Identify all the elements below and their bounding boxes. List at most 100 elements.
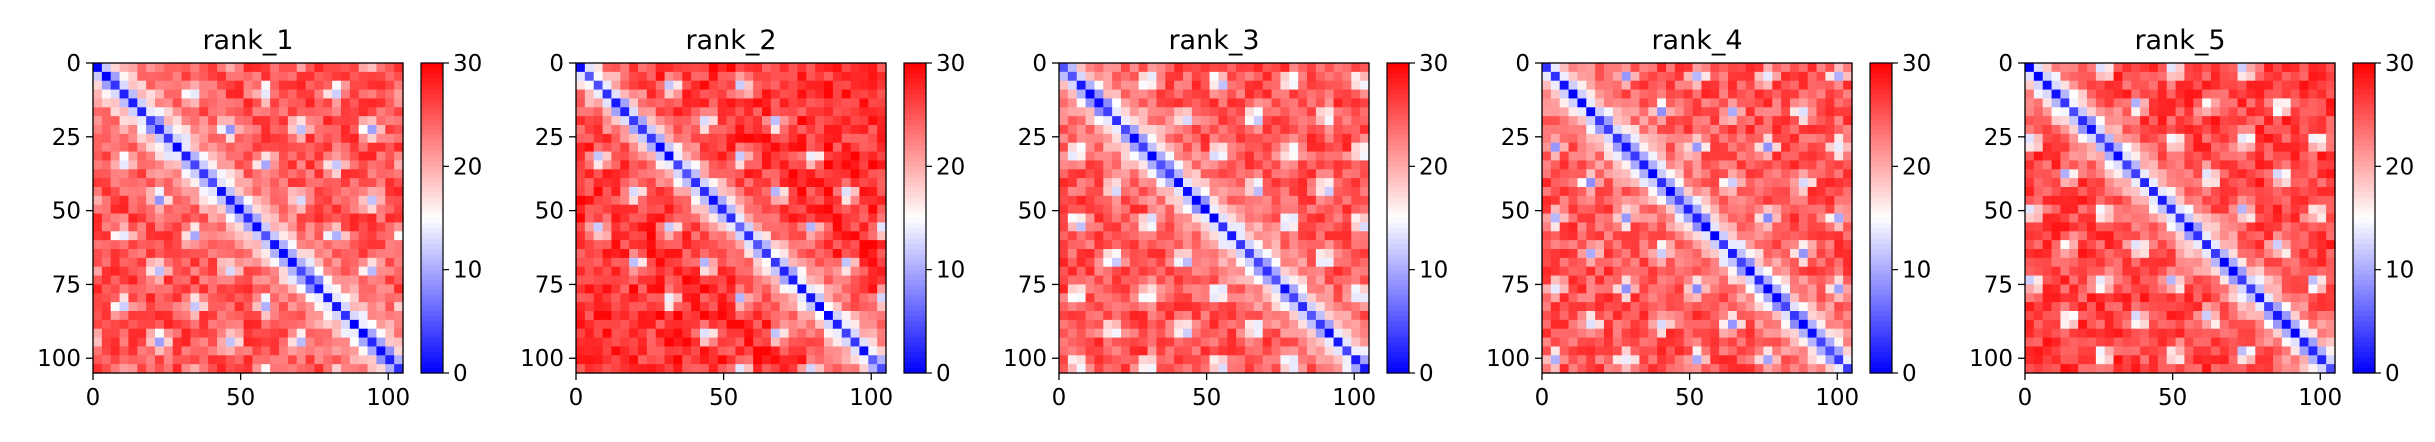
- heatmap-cell: [1648, 240, 1657, 249]
- heatmap-cell: [877, 249, 886, 258]
- colorbar-segment: [904, 280, 926, 286]
- heatmap-cell: [1210, 98, 1219, 107]
- heatmap-cell: [806, 178, 815, 187]
- heatmap-cell: [859, 267, 868, 276]
- heatmap-cell: [718, 125, 727, 134]
- heatmap-cell: [638, 72, 647, 81]
- heatmap-cell: [120, 143, 129, 152]
- heatmap-cell: [385, 81, 394, 90]
- heatmap-cell: [1781, 143, 1790, 152]
- heatmap-cell: [1201, 81, 1210, 90]
- heatmap-cell: [190, 284, 199, 293]
- heatmap-cell: [709, 187, 718, 196]
- heatmap-cell: [1103, 311, 1112, 320]
- heatmap-cell: [341, 81, 350, 90]
- heatmap-cell: [1639, 364, 1648, 373]
- heatmap-cell: [1316, 81, 1325, 90]
- colorbar-segment: [904, 197, 926, 203]
- heatmap-cell: [1218, 116, 1227, 125]
- heatmap-cell: [1086, 90, 1095, 99]
- heatmap-cell: [1834, 240, 1843, 249]
- heatmap-cell: [1825, 81, 1834, 90]
- heatmap-cell: [1360, 205, 1369, 214]
- heatmap-cell: [1772, 222, 1781, 231]
- heatmap-cell: [120, 355, 129, 364]
- heatmap-cell: [1227, 364, 1236, 373]
- colorbar-segment: [904, 275, 926, 281]
- heatmap-cell: [1560, 329, 1569, 338]
- heatmap-cell: [771, 329, 780, 338]
- heatmap-cell: [1068, 169, 1077, 178]
- heatmap-cell: [877, 293, 886, 302]
- heatmap-cell: [376, 205, 385, 214]
- colorbar-segment: [904, 342, 926, 348]
- heatmap-cell: [1272, 364, 1281, 373]
- heatmap-cell: [709, 338, 718, 347]
- heatmap-cell: [1551, 276, 1560, 285]
- heatmap-cell: [1631, 311, 1640, 320]
- heatmap-cell: [1728, 187, 1737, 196]
- heatmap-cell: [394, 293, 403, 302]
- heatmap-cell: [394, 214, 403, 223]
- heatmap-cell: [1280, 160, 1289, 169]
- heatmap-cell: [217, 302, 226, 311]
- heatmap-cell: [1622, 338, 1631, 347]
- colorbar-segment: [904, 306, 926, 312]
- heatmap-cell: [1103, 302, 1112, 311]
- heatmap-cell: [270, 169, 279, 178]
- heatmap-cell: [709, 98, 718, 107]
- heatmap-cell: [1334, 152, 1343, 161]
- heatmap-cell: [1351, 320, 1360, 329]
- heatmap-cell: [323, 169, 332, 178]
- heatmap-cell: [1068, 276, 1077, 285]
- heatmap-cell: [638, 90, 647, 99]
- heatmap-cell: [111, 346, 120, 355]
- heatmap-cell: [753, 98, 762, 107]
- heatmap-cell: [1148, 205, 1157, 214]
- heatmap-cell: [226, 63, 235, 72]
- heatmap-cell: [1613, 81, 1622, 90]
- colorbar-segment: [1387, 130, 1409, 136]
- heatmap-cell: [700, 90, 709, 99]
- heatmap-cell: [306, 364, 315, 373]
- heatmap-cell: [93, 90, 102, 99]
- heatmap-cell: [1325, 169, 1334, 178]
- heatmap-cell: [332, 116, 341, 125]
- heatmap-cell: [1772, 240, 1781, 249]
- heatmap-cell: [111, 214, 120, 223]
- heatmap-cell: [789, 160, 798, 169]
- heatmap-cell: [1236, 196, 1245, 205]
- heatmap-cell: [1059, 152, 1068, 161]
- heatmap-cell: [1156, 125, 1165, 134]
- heatmap-cell: [394, 311, 403, 320]
- heatmap-cell: [1112, 249, 1121, 258]
- heatmap-cell: [190, 90, 199, 99]
- heatmap-cell: [1843, 214, 1852, 223]
- heatmap-cell: [1077, 125, 1086, 134]
- heatmap-cell: [1121, 249, 1130, 258]
- heatmap-cell: [620, 107, 629, 116]
- heatmap-cell: [1613, 293, 1622, 302]
- heatmap-cell: [1577, 293, 1586, 302]
- heatmap-cell: [102, 311, 111, 320]
- heatmap-cell: [208, 196, 217, 205]
- heatmap-cell: [806, 134, 815, 143]
- heatmap-cell: [771, 205, 780, 214]
- heatmap-cell: [146, 187, 155, 196]
- heatmap-cell: [1604, 125, 1613, 134]
- heatmap-cell: [385, 302, 394, 311]
- colorbar-segment: [904, 358, 926, 364]
- panel-title: rank_4: [1651, 25, 1742, 56]
- heatmap-cell: [1604, 178, 1613, 187]
- heatmap-cell: [620, 116, 629, 125]
- heatmap-cell: [288, 311, 297, 320]
- heatmap-cell: [297, 311, 306, 320]
- heatmap-cell: [629, 107, 638, 116]
- heatmap-cell: [1210, 152, 1219, 161]
- heatmap-cell: [709, 258, 718, 267]
- heatmap-cell: [173, 169, 182, 178]
- heatmap-cell: [1710, 134, 1719, 143]
- heatmap-cell: [1351, 116, 1360, 125]
- heatmap-cell: [306, 178, 315, 187]
- heatmap-cell: [1577, 90, 1586, 99]
